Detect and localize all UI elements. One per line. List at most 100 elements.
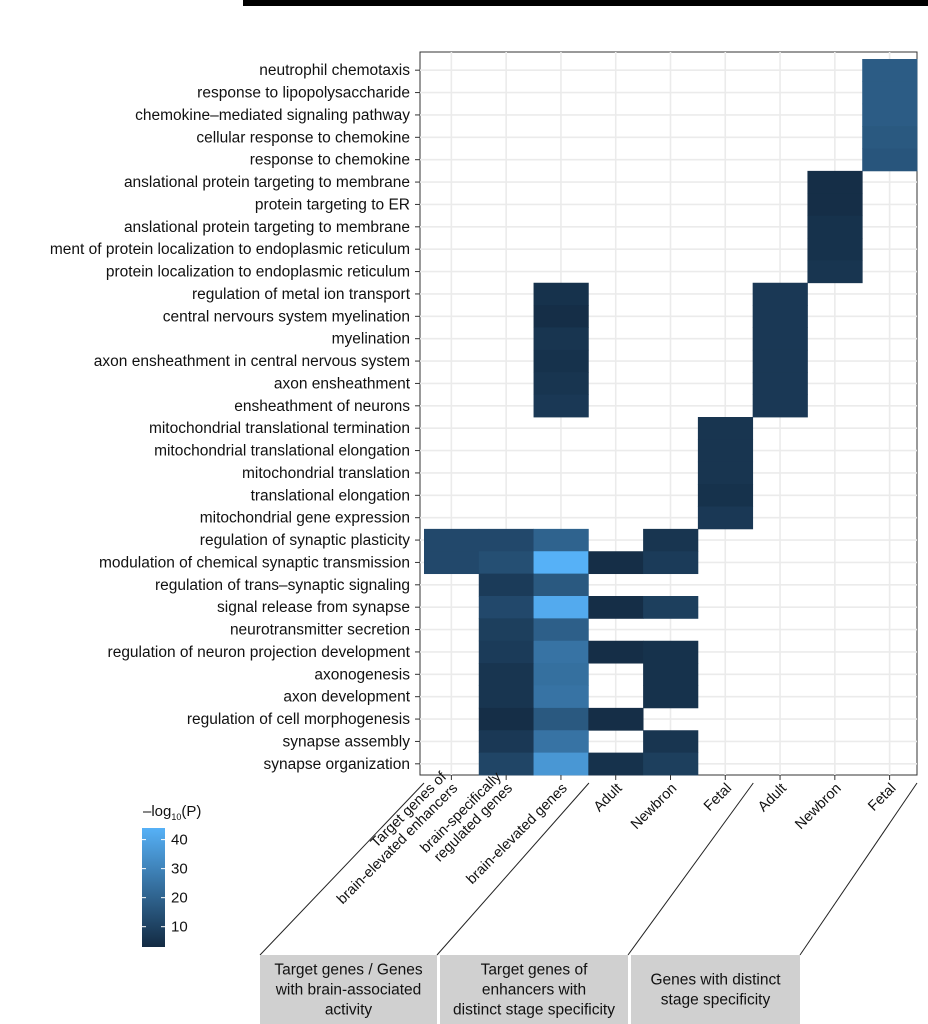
column-labels: Target genes ofbrain-elevated enhancersb… <box>334 769 899 908</box>
row-label: chemokine–mediated signaling pathway <box>135 107 410 124</box>
row-label: myelination <box>332 331 410 348</box>
heatmap-cell <box>533 551 589 575</box>
heatmap-cell <box>533 573 589 597</box>
heatmap-cell <box>807 238 863 261</box>
row-label: central nervours system myelination <box>163 308 410 325</box>
legend-tick-label: 40 <box>171 832 188 849</box>
heatmap-cell <box>862 59 918 82</box>
row-label: neutrophil chemotaxis <box>259 62 410 79</box>
heatmap-cell <box>643 730 699 754</box>
heatmap-cell <box>478 707 534 731</box>
row-label: axon development <box>283 689 410 706</box>
heatmap-cell <box>478 640 534 664</box>
heatmap-cell <box>588 752 644 776</box>
heatmap-cell <box>643 551 699 575</box>
legend-tick-label: 20 <box>171 890 188 907</box>
row-label: regulation of cell morphogenesis <box>187 711 410 728</box>
row-label: anslational protein targeting to membran… <box>124 219 410 236</box>
group-box <box>440 955 628 1024</box>
heatmap-cell <box>697 484 754 507</box>
column-label: Fetal <box>701 781 735 815</box>
heatmap-cell <box>588 707 644 731</box>
heatmap-cell <box>533 730 589 754</box>
row-label: neurotransmitter secretion <box>230 622 410 639</box>
heatmap-cell <box>697 506 754 530</box>
row-label: cellular response to chemokine <box>196 129 410 146</box>
legend-tick-label: 30 <box>171 861 188 878</box>
heatmap-cell <box>533 707 589 731</box>
heatmap-panel <box>419 51 918 776</box>
group-label: stage specificity <box>661 992 771 1009</box>
group-box <box>260 955 437 1024</box>
group-guide-line <box>259 782 425 956</box>
heatmap-cell <box>533 305 589 328</box>
heatmap-cell <box>697 439 754 463</box>
group-label: Genes with distinct <box>650 972 781 989</box>
row-label: axonogenesis <box>314 666 410 683</box>
group-box <box>631 955 800 1024</box>
column-label: Newbron <box>792 781 844 833</box>
heatmap-cell <box>478 663 534 686</box>
column-groups: Target genes / Genes with brain-associate… <box>259 782 918 1024</box>
row-label: modulation of chemical synaptic transmis… <box>99 554 410 571</box>
row-label: mitochondrial translational elongation <box>154 443 410 460</box>
row-label: regulation of neuron projection developm… <box>108 644 411 661</box>
group-label: Target genes of <box>481 962 589 979</box>
row-label: signal release from synapse <box>217 599 410 616</box>
heatmap-cell <box>533 528 589 552</box>
row-label: mitochondrial translational termination <box>149 420 410 437</box>
heatmap-cell <box>807 215 863 239</box>
legend-colorbar <box>142 828 165 947</box>
top-black-bar <box>243 0 928 6</box>
heatmap-cell <box>643 528 699 552</box>
heatmap-cell <box>643 685 699 709</box>
heatmap-cell <box>478 685 534 709</box>
group-label: distinct stage specificity <box>453 1002 615 1019</box>
heatmap-cell <box>478 528 534 552</box>
heatmap-cell <box>533 282 589 306</box>
heatmap-cell <box>862 81 918 105</box>
group-guide-line <box>799 782 918 956</box>
color-legend: –log10(P) 10 20 30 40 <box>142 803 201 947</box>
heatmap-cell <box>588 551 644 575</box>
heatmap-cell <box>533 752 589 776</box>
heatmap-cell <box>697 461 754 485</box>
heatmap-cell <box>807 193 863 217</box>
heatmap-cell <box>533 349 589 373</box>
row-label: response to chemokine <box>250 152 410 169</box>
heatmap-cell <box>752 305 808 328</box>
row-label: protein targeting to ER <box>255 196 410 213</box>
row-label: regulation of synaptic plasticity <box>200 532 410 549</box>
group-label: Target genes / Genes <box>274 962 422 979</box>
row-label: mitochondrial gene expression <box>200 510 410 527</box>
heatmap-cell <box>752 282 808 306</box>
heatmap-cell <box>643 752 699 776</box>
heatmap-cell <box>478 730 534 754</box>
heatmap-cell <box>862 126 918 149</box>
group-label: with brain-associated <box>275 982 422 999</box>
heatmap-cell <box>807 170 863 194</box>
heatmap-cell <box>862 148 918 172</box>
heatmap-cell <box>807 260 863 284</box>
heatmap-cell <box>478 573 534 597</box>
row-label: translational elongation <box>251 487 410 504</box>
heatmap-cell <box>533 663 589 686</box>
heatmap-cell <box>533 596 589 619</box>
row-label: response to lipopolysaccharide <box>197 85 410 102</box>
heatmap-cell <box>478 752 534 776</box>
row-label: mitochondrial translation <box>242 465 410 482</box>
heatmap-cell <box>424 551 480 575</box>
heatmap-cell <box>752 349 808 373</box>
heatmap-cell <box>533 685 589 709</box>
row-labels: neutrophil chemotaxis response to lipopol… <box>50 62 420 773</box>
row-label: synapse organization <box>264 756 411 773</box>
row-label: protein localization to endoplasmic reti… <box>106 264 410 281</box>
group-guide-line <box>436 782 590 956</box>
heatmap-cell <box>533 327 589 351</box>
row-label: ment of protein localization to endoplas… <box>50 241 410 258</box>
heatmap-cell <box>752 327 808 351</box>
heatmap-cell <box>752 394 808 418</box>
row-label: axon ensheathment <box>274 375 411 392</box>
heatmap-cell <box>478 551 534 575</box>
